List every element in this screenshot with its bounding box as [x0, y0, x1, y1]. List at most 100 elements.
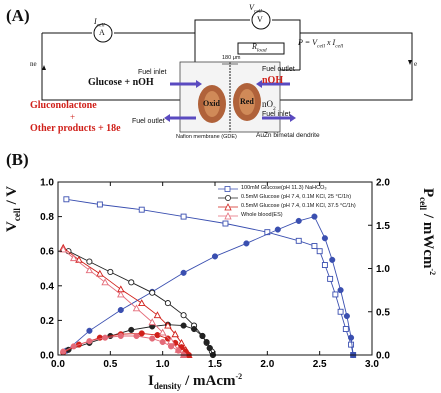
data-point	[132, 304, 141, 312]
data-point	[222, 220, 229, 227]
x-axis-title: Idensity / mAcm-2	[148, 372, 243, 391]
ammeter-icon	[93, 23, 113, 43]
data-point	[117, 306, 124, 314]
data-point	[327, 275, 334, 282]
product-plus: +	[70, 112, 76, 122]
voltmeter-label: Vcell	[249, 3, 262, 15]
gap-label: 180 μm	[222, 55, 241, 61]
data-point	[180, 322, 187, 329]
fuel-inlet-left: Fuel inlet	[138, 69, 167, 76]
fuel-outlet-right: Fuel outlet	[262, 66, 295, 73]
y2-tick-label: 2.0	[376, 178, 390, 189]
legend-item: 0.5mM Glucose (pH 7.4, 0.1M KCl, 25 °C/1…	[218, 193, 356, 202]
data-point	[148, 318, 156, 326]
data-point	[180, 269, 187, 276]
y-tick-label: 0.4	[40, 281, 54, 292]
data-point	[337, 287, 344, 294]
data-point	[348, 341, 355, 348]
data-point	[329, 256, 336, 263]
legend-item: 100mM Glucose(pH 11.3) NaHCO₃	[218, 184, 356, 193]
right-electron-label: e	[414, 60, 418, 68]
left-electron-label: ne	[30, 60, 37, 68]
data-point	[343, 313, 350, 320]
ammeter-symbol: A	[99, 28, 105, 37]
x-tick-label: 1.5	[208, 359, 222, 370]
data-point	[138, 206, 145, 213]
data-point	[295, 237, 302, 244]
y-tick-label: 1.0	[40, 178, 54, 189]
data-point	[102, 334, 109, 341]
power-equation: P = Vcell x Icell	[298, 38, 344, 50]
data-point	[342, 326, 349, 332]
data-point	[321, 262, 328, 268]
legend-item: 0.5mM Glucose (pH 7.4, 0.1M KCl, 37.5 °C…	[218, 202, 356, 211]
dendrite-label: AuZn bimetal dendrite	[256, 132, 320, 139]
ammeter-label: Icell	[94, 17, 105, 29]
glucose-reactant: Glucose + nOH	[88, 77, 154, 88]
data-point	[321, 235, 328, 242]
resistor-label: Rload	[252, 42, 267, 54]
series-line-0	[66, 198, 354, 356]
data-point	[86, 327, 93, 334]
panel-b-label: (B)	[6, 150, 29, 169]
legend-marker-dark	[218, 194, 238, 202]
data-point	[274, 226, 281, 233]
voltmeter-symbol: V	[257, 15, 263, 24]
resistor-icon	[237, 42, 285, 55]
data-point	[107, 268, 114, 276]
data-point	[153, 311, 162, 319]
data-point	[86, 258, 93, 265]
membrane-label: Nafion membrane (GDE)	[176, 134, 237, 140]
data-point	[332, 291, 339, 298]
data-point	[96, 201, 103, 208]
data-point	[69, 254, 78, 262]
data-point	[137, 299, 146, 307]
data-point	[180, 312, 187, 319]
data-point	[159, 338, 166, 346]
data-point	[96, 269, 104, 277]
y-tick-label: 0.8	[40, 212, 54, 223]
y2-axis-title: Pcell / mWcm-2	[418, 188, 437, 276]
fuel-inlet-right: Fuel inlet	[262, 111, 291, 118]
legend-marker-pink	[218, 211, 238, 220]
data-point	[117, 332, 124, 340]
y-tick-label: 0.0	[40, 351, 54, 362]
series-line-1	[66, 216, 354, 356]
data-point	[348, 334, 355, 341]
oxygen-reactant: nO2	[262, 99, 276, 112]
product-gluconolactone: Gluconolactone	[30, 100, 97, 111]
data-point	[149, 335, 156, 342]
x-tick-label: 1.0	[156, 359, 170, 370]
data-point	[85, 266, 94, 274]
x-tick-label: 3.0	[365, 359, 379, 370]
data-point	[128, 326, 135, 333]
chart-legend: 100mM Glucose(pH 11.3) NaHCO₃ 0.5mM Gluc…	[218, 184, 356, 220]
y-tick-label: 0.2	[40, 316, 54, 327]
fuel-outlet-left: Fuel outlet	[132, 118, 165, 125]
y-tick-label: 0.6	[40, 247, 54, 258]
data-point	[149, 289, 156, 296]
data-point	[243, 240, 250, 247]
data-point	[191, 326, 198, 333]
data-point	[316, 248, 323, 255]
data-point	[59, 245, 67, 253]
data-point	[128, 279, 135, 286]
product-other: Other products + 18e	[30, 123, 121, 134]
data-point	[138, 330, 145, 337]
data-point	[206, 345, 213, 352]
data-point	[337, 308, 344, 315]
voltmeter-icon	[251, 10, 271, 30]
data-point	[101, 278, 109, 286]
data-point	[171, 330, 179, 338]
data-point	[158, 328, 167, 336]
anode-label: Oxid	[203, 99, 220, 108]
panel-a-label: (A)	[6, 6, 30, 25]
data-point	[63, 196, 70, 203]
data-point	[311, 243, 318, 249]
x-tick-label: 2.0	[260, 359, 274, 370]
data-point	[180, 213, 187, 220]
data-point	[60, 348, 67, 355]
y2-tick-label: 1.5	[376, 221, 390, 232]
data-point	[175, 347, 182, 354]
